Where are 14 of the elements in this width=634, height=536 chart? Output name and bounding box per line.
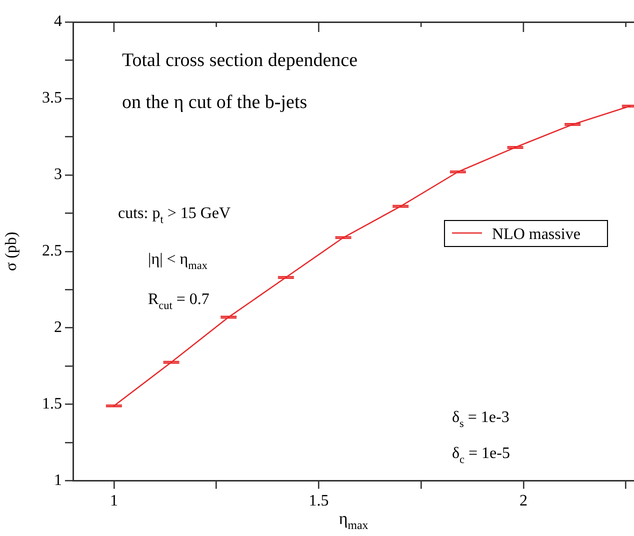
x-tick-label: 1.5	[308, 492, 329, 510]
legend-label: NLO massive	[492, 226, 580, 243]
y-tick-label: 3	[54, 166, 62, 184]
y-tick-label: 1	[54, 472, 62, 490]
y-tick-label: 3.5	[42, 90, 62, 107]
y-axis-title: σ (pb)	[2, 232, 20, 272]
y-tick-label: 4	[54, 13, 62, 30]
x-tick-label: 1	[110, 492, 118, 510]
y-tick-label: 1.5	[42, 396, 62, 413]
x-tick-label: 2	[519, 492, 528, 510]
annotation: on the η cut of the b-jets	[122, 92, 308, 113]
annotation: Total cross section dependence	[122, 50, 358, 71]
y-tick-label: 2	[54, 319, 62, 336]
y-tick-label: 2.5	[42, 242, 62, 260]
